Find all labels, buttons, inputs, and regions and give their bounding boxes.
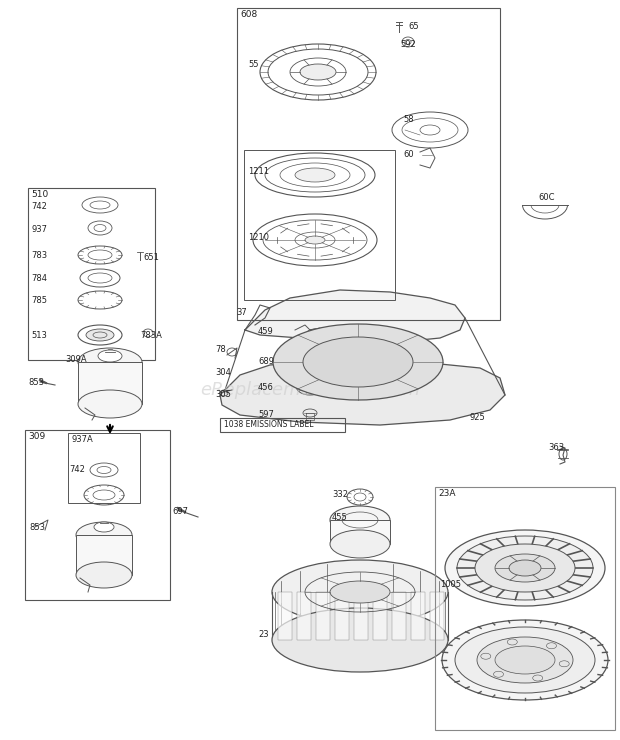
Text: 309: 309	[28, 432, 45, 441]
Text: 23: 23	[258, 630, 268, 639]
Bar	[316, 592, 330, 640]
Text: 1210: 1210	[248, 233, 269, 242]
Text: 937A: 937A	[71, 435, 93, 444]
Text: 784: 784	[31, 274, 47, 283]
Ellipse shape	[477, 637, 573, 683]
Text: 60C: 60C	[538, 193, 554, 202]
Ellipse shape	[330, 581, 390, 603]
Ellipse shape	[330, 506, 390, 534]
Text: 1211: 1211	[248, 167, 269, 176]
Ellipse shape	[272, 608, 448, 672]
Polygon shape	[220, 360, 505, 425]
Text: 65: 65	[408, 22, 419, 31]
Text: 58: 58	[403, 115, 414, 124]
Ellipse shape	[495, 554, 555, 582]
Bar	[392, 592, 406, 640]
Bar	[244, 150, 395, 300]
Polygon shape	[245, 290, 465, 342]
Text: 689: 689	[258, 357, 274, 366]
Ellipse shape	[300, 64, 336, 80]
Bar	[335, 592, 349, 640]
Ellipse shape	[78, 390, 142, 418]
Text: 510: 510	[31, 190, 48, 199]
Text: 60: 60	[403, 150, 414, 159]
Bar	[430, 592, 444, 640]
Ellipse shape	[305, 236, 325, 244]
Text: 456: 456	[258, 383, 274, 392]
Text: 937: 937	[31, 225, 47, 234]
Text: 925: 925	[470, 413, 485, 422]
Text: 37: 37	[236, 308, 247, 317]
Ellipse shape	[98, 350, 122, 362]
Text: 459: 459	[258, 327, 274, 336]
Ellipse shape	[94, 522, 114, 532]
Text: 1038 EMISSIONS LABEL: 1038 EMISSIONS LABEL	[224, 420, 314, 429]
Ellipse shape	[76, 522, 132, 548]
Bar	[25, 430, 170, 600]
Bar	[28, 188, 155, 360]
Bar	[76, 535, 132, 575]
Text: 597: 597	[258, 410, 274, 419]
Bar	[354, 592, 368, 640]
Ellipse shape	[303, 337, 413, 387]
Bar	[237, 8, 500, 320]
Bar	[278, 592, 292, 640]
Ellipse shape	[457, 536, 593, 600]
Text: 697: 697	[172, 507, 188, 516]
Ellipse shape	[295, 168, 335, 182]
Bar	[373, 592, 387, 640]
Text: 455: 455	[332, 513, 348, 522]
Bar	[435, 487, 615, 730]
Text: 608: 608	[240, 10, 257, 19]
Text: 651: 651	[143, 253, 159, 262]
Ellipse shape	[78, 348, 142, 376]
Bar	[297, 592, 311, 640]
Text: 55: 55	[248, 60, 259, 69]
Ellipse shape	[442, 620, 608, 700]
Bar	[330, 520, 390, 544]
Text: 783A: 783A	[140, 331, 162, 340]
Ellipse shape	[272, 560, 448, 624]
Ellipse shape	[509, 560, 541, 576]
Text: 742: 742	[31, 202, 47, 211]
Ellipse shape	[445, 530, 605, 606]
Text: 363: 363	[548, 443, 564, 452]
Bar	[68, 433, 140, 503]
Bar	[220, 418, 345, 432]
Text: 305: 305	[215, 390, 231, 399]
Text: 853: 853	[28, 378, 44, 387]
Text: eReplacementParts.com: eReplacementParts.com	[200, 381, 420, 399]
Ellipse shape	[330, 530, 390, 558]
Text: 309A: 309A	[65, 355, 87, 364]
Bar	[78, 362, 142, 404]
Text: 785: 785	[31, 296, 47, 305]
Text: 332: 332	[332, 490, 348, 499]
Ellipse shape	[455, 627, 595, 693]
Text: 742: 742	[69, 465, 85, 474]
Text: 78: 78	[215, 345, 226, 354]
Text: 1005: 1005	[440, 580, 461, 589]
Text: 853: 853	[29, 523, 45, 532]
Ellipse shape	[86, 329, 114, 341]
Bar	[411, 592, 425, 640]
Text: 783: 783	[31, 251, 47, 260]
Ellipse shape	[495, 646, 555, 674]
Ellipse shape	[76, 562, 132, 588]
Ellipse shape	[475, 544, 575, 592]
Text: 23A: 23A	[438, 489, 456, 498]
Text: 592: 592	[400, 40, 416, 49]
Ellipse shape	[273, 324, 443, 400]
Text: 304: 304	[215, 368, 231, 377]
Text: 513: 513	[31, 331, 47, 340]
